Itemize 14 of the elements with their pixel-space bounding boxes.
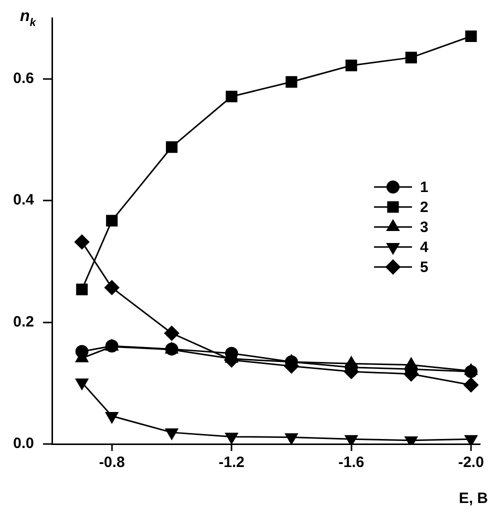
x-tick-label: -1.6 [338,454,364,472]
x-tick-label: -1.2 [218,454,245,472]
y-tick-label: 0.4 [13,192,35,209]
y-tick-label: 0.6 [13,70,34,87]
legend-label: 5 [420,259,428,276]
legend-label: 3 [420,219,428,236]
x-axis-title: E, В [458,490,488,507]
y-tick-label: 0.2 [13,313,34,330]
legend-label: 2 [420,199,428,216]
legend-label: 4 [420,239,429,256]
x-tick-label: -0.8 [98,454,125,472]
legend-label: 1 [420,179,428,196]
y-tick-label: 0.0 [13,435,34,452]
x-tick-label: -2.0 [458,454,484,472]
